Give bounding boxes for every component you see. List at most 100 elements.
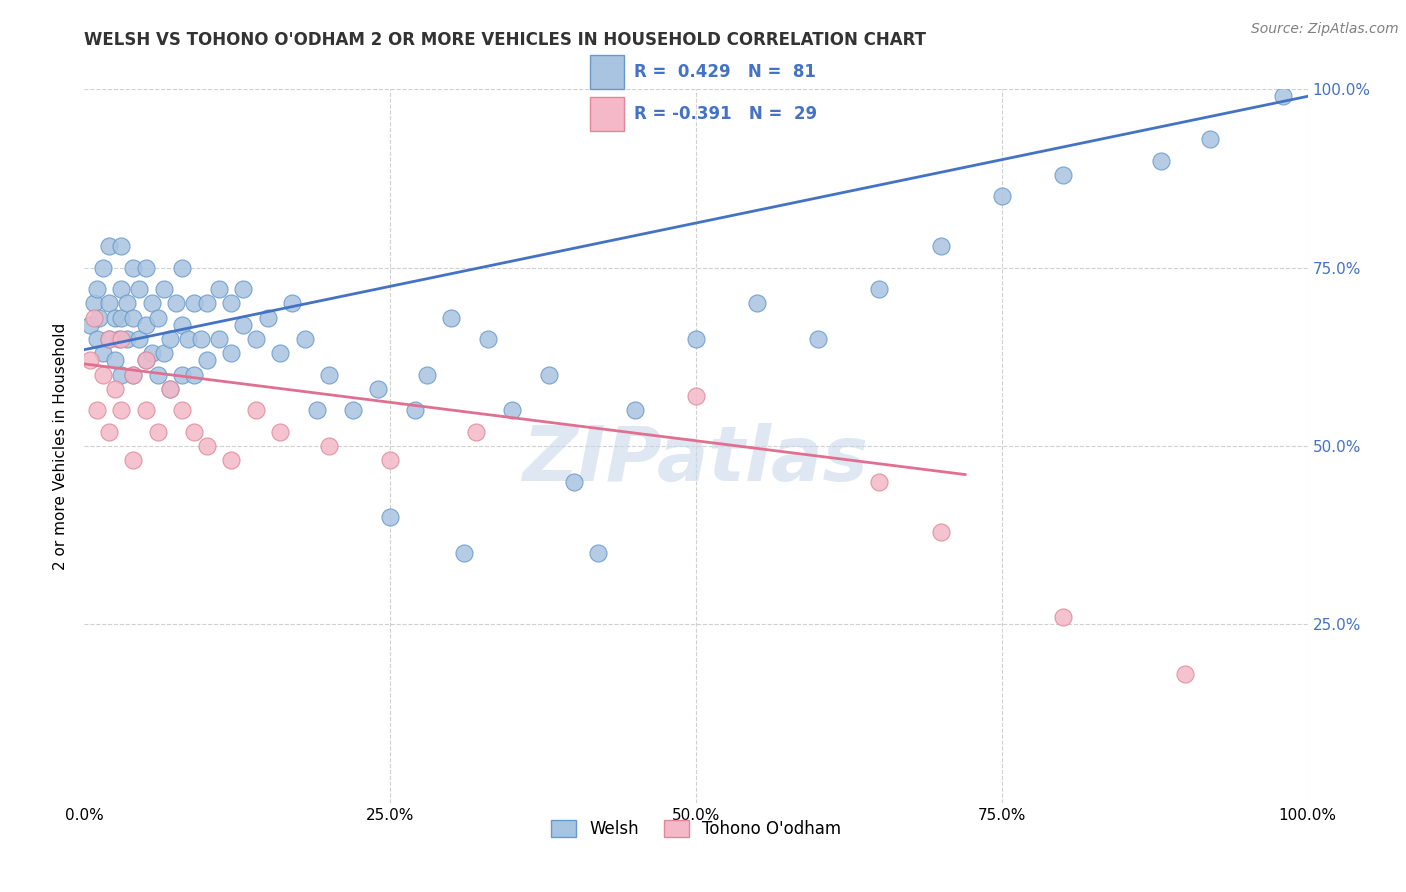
Y-axis label: 2 or more Vehicles in Household: 2 or more Vehicles in Household [53, 322, 69, 570]
Point [464, 425, 486, 439]
Point [685, 332, 707, 346]
Point [86, 332, 108, 346]
Point [110, 239, 132, 253]
Point [1272, 89, 1295, 103]
Point [110, 368, 132, 382]
Text: Source: ZipAtlas.com: Source: ZipAtlas.com [1251, 22, 1399, 37]
Point [104, 310, 127, 325]
Point [195, 296, 218, 310]
Point [128, 282, 150, 296]
Point [440, 310, 463, 325]
Point [219, 296, 242, 310]
Point [135, 260, 157, 275]
Point [624, 403, 647, 417]
Point [91, 368, 114, 382]
Point [245, 403, 267, 417]
Point [86, 403, 108, 417]
Point [146, 310, 169, 325]
Point [146, 368, 169, 382]
Point [477, 332, 499, 346]
Point [135, 318, 157, 332]
Point [232, 318, 254, 332]
Point [122, 310, 145, 325]
Point [195, 439, 218, 453]
Point [183, 296, 205, 310]
Point [107, 332, 129, 346]
Point [208, 332, 231, 346]
Text: WELSH VS TOHONO O'ODHAM 2 OR MORE VEHICLES IN HOUSEHOLD CORRELATION CHART: WELSH VS TOHONO O'ODHAM 2 OR MORE VEHICL… [84, 31, 927, 49]
Point [869, 475, 891, 489]
Point [115, 296, 138, 310]
Point [104, 382, 127, 396]
Point [869, 282, 891, 296]
Point [115, 332, 138, 346]
Point [97, 296, 120, 310]
Point [91, 346, 114, 360]
Point [135, 353, 157, 368]
Point [110, 403, 132, 417]
Point [87, 310, 110, 325]
Point [146, 425, 169, 439]
Point [305, 403, 328, 417]
Point [110, 310, 132, 325]
Point [97, 332, 120, 346]
Point [165, 296, 187, 310]
Point [195, 353, 218, 368]
Point [91, 260, 114, 275]
Point [380, 453, 402, 467]
Point [110, 332, 132, 346]
Point [172, 368, 194, 382]
Point [380, 510, 402, 524]
Point [219, 346, 242, 360]
Legend: Welsh, Tohono O'odham: Welsh, Tohono O'odham [544, 813, 848, 845]
Bar [591, 55, 624, 89]
Point [257, 310, 280, 325]
Point [122, 453, 145, 467]
Point [172, 260, 194, 275]
Point [141, 296, 163, 310]
Point [416, 368, 439, 382]
Point [929, 239, 952, 253]
Point [79, 318, 101, 332]
Point [502, 403, 524, 417]
Point [219, 453, 242, 467]
Point [1052, 168, 1074, 182]
Point [153, 346, 176, 360]
Bar [591, 97, 624, 131]
Point [1052, 610, 1074, 624]
Point [83, 310, 105, 325]
Point [245, 332, 267, 346]
Point [1174, 667, 1197, 681]
Point [122, 260, 145, 275]
Point [159, 382, 181, 396]
Point [586, 546, 609, 560]
Text: R =  0.429   N =  81: R = 0.429 N = 81 [634, 63, 815, 81]
Point [232, 282, 254, 296]
Point [190, 332, 212, 346]
Point [177, 332, 200, 346]
Point [281, 296, 304, 310]
Point [367, 382, 389, 396]
Point [685, 389, 707, 403]
Point [110, 282, 132, 296]
Point [159, 332, 181, 346]
Point [747, 296, 769, 310]
Point [122, 368, 145, 382]
Point [135, 403, 157, 417]
Text: ZIPatlas: ZIPatlas [523, 424, 869, 497]
Point [991, 189, 1014, 203]
Point [141, 346, 163, 360]
Point [79, 353, 101, 368]
Point [97, 425, 120, 439]
Point [404, 403, 426, 417]
Point [183, 425, 205, 439]
Point [159, 382, 181, 396]
Point [83, 296, 105, 310]
Point [807, 332, 830, 346]
Point [294, 332, 316, 346]
Point [135, 353, 157, 368]
Point [562, 475, 585, 489]
Point [86, 282, 108, 296]
Point [269, 346, 291, 360]
Point [342, 403, 364, 417]
